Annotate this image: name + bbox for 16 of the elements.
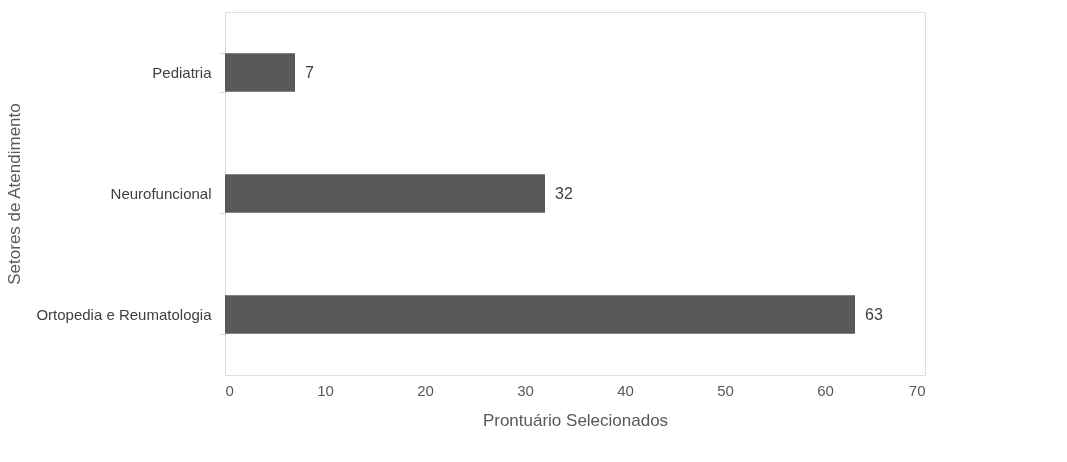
x-tick-label: 60 (817, 381, 834, 399)
data-label: 32 (555, 184, 573, 202)
y-axis-title: Setores de Atendimento (5, 103, 25, 285)
data-label: 63 (865, 305, 883, 323)
y-tick-label: Ortopedia e Reumatologia (36, 306, 213, 323)
x-tick-label: 70 (908, 381, 926, 399)
x-tick-label: 20 (417, 381, 434, 399)
x-axis-title: Prontuário Selecionados (482, 410, 669, 430)
y-tick-label: Neurofuncional (110, 185, 212, 202)
x-tick-label: 10 (317, 381, 334, 399)
y-tick-label: Pediatria (152, 64, 213, 81)
x-tick-label: 0 (225, 381, 234, 399)
x-tick-label: 40 (617, 381, 634, 399)
x-tick-label: 50 (717, 381, 734, 399)
data-label: 7 (305, 63, 314, 81)
x-tick-label: 30 (517, 381, 534, 399)
